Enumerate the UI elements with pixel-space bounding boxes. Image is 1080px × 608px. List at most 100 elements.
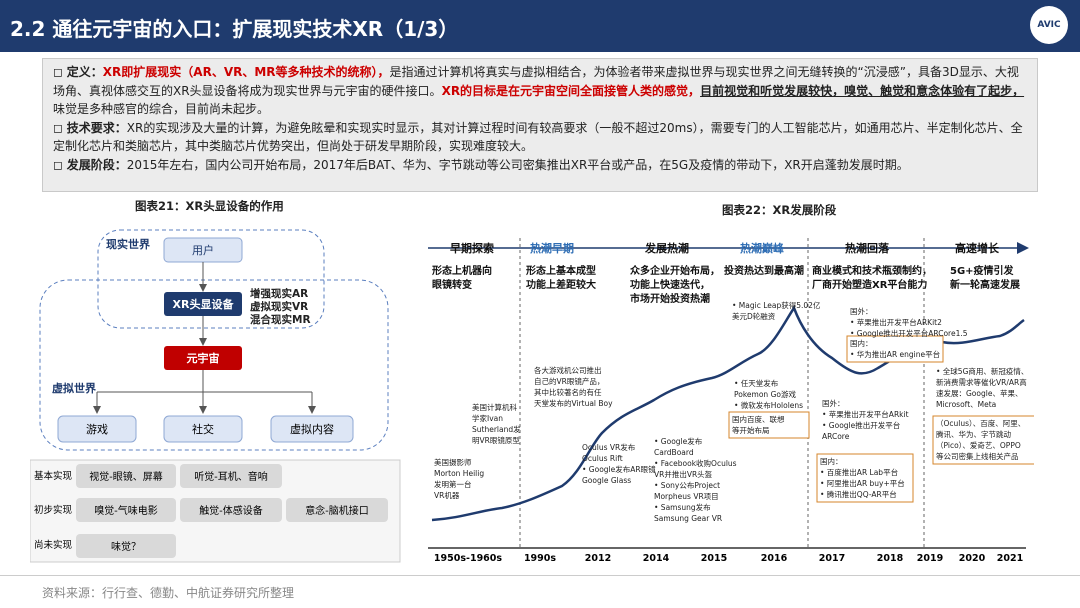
year-tick: 2015 — [701, 553, 727, 564]
timeline-note: 速发展：Google、苹果、 — [936, 388, 1022, 398]
timeline-note: 国内百度、联想 — [732, 414, 785, 424]
phase-desc: 市场开始投资热潮 — [630, 292, 710, 305]
timeline-note: 明VR眼镜原型 — [472, 435, 520, 445]
phase-desc: 形态上基本成型 — [526, 264, 596, 277]
left-chart-title: 图表21：XR头显设备的作用 — [135, 199, 284, 213]
year-tick: 2019 — [917, 553, 943, 564]
timeline-note: 等开始布局 — [732, 425, 770, 435]
enh-mr: 混合现实MR — [250, 313, 311, 326]
tech-paragraph: ◻ 技术要求：XR的实现涉及大量的计算，为避免眩晕和实现实时显示，其对计算过程时… — [53, 120, 1023, 154]
timeline-note: • 百度推出AR Lab平台 — [820, 467, 898, 477]
row-label-none: 尚未实现 — [34, 539, 73, 551]
timeline-note: 学家Ivan — [472, 413, 503, 423]
virtual-item-game: 游戏 — [86, 423, 108, 436]
timeline-note: VR机器 — [434, 490, 460, 500]
timeline-note: Pokemon Go游戏 — [734, 389, 796, 399]
timeline-note: 美国摄影师 — [434, 457, 472, 467]
footer-divider — [0, 575, 1080, 576]
definition-label: 定义： — [66, 65, 103, 79]
user-label: 用户 — [192, 243, 214, 257]
right-chart-title: 图表22：XR发展阶段 — [722, 203, 837, 217]
timeline-note: Microsoft、Meta — [936, 400, 996, 409]
timeline-note: Morpheus VR项目 — [654, 492, 719, 501]
phase-label: 发展热潮 — [644, 241, 689, 255]
timeline-note: • Google推出开发平台 — [822, 420, 900, 430]
timeline-note: 国内： — [820, 456, 843, 466]
virtual-item-social: 社交 — [192, 422, 214, 436]
virtual-world-label: 虚拟世界 — [52, 381, 96, 395]
timeline-note: 等公司密集上线相关产品 — [936, 451, 1019, 461]
initial-item-smell: 嗅觉-气味电影 — [94, 504, 158, 517]
timeline-note: • 任天堂发布 — [734, 378, 779, 388]
timeline-note: 各大游戏机公司推出 — [534, 365, 602, 375]
timeline-note: • 腾讯推出QQ-AR平台 — [820, 489, 897, 499]
phase-label: 热潮回落 — [845, 241, 890, 255]
timeline-note: • 阿里推出AR buy+平台 — [820, 478, 905, 488]
timeline-note: Sutherland发 — [472, 424, 521, 434]
phase-desc: 众多企业开始布局， — [630, 264, 720, 277]
row-label-initial: 初步实现 — [34, 504, 73, 516]
virtual-world-region — [39, 279, 389, 451]
timeline-note: • 微软发布Hololens — [734, 400, 803, 410]
year-tick: 2016 — [761, 553, 788, 564]
timeline-note: • 全球5G商用、新冠疫情、 — [936, 366, 1028, 376]
definition-red-1: XR即扩展现实（AR、VR、MR等多种技术的统称）， — [102, 65, 390, 79]
timeline-note: 自己的VR眼镜产品， — [534, 376, 604, 386]
timeline-note: 美元D轮融资 — [732, 311, 776, 321]
timeline-note: 国外： — [822, 398, 845, 408]
avic-logo-icon: AVIC — [1030, 6, 1068, 44]
timeline-note: 国外： — [850, 306, 873, 316]
note-box — [816, 453, 914, 503]
definition-red-2: XR的目标是在元宇宙空间全面接管人类的感觉， — [441, 83, 701, 98]
timeline-note: 新消费需求等催化VR/AR高 — [936, 377, 1027, 387]
year-tick: 2021 — [997, 553, 1023, 564]
timeline-note: Google Glass — [582, 476, 631, 485]
timeline-note: Morton Heilig — [434, 469, 484, 478]
timeline-note: • Magic Leap获得5.02亿 — [732, 300, 821, 310]
enh-vr: 虚拟现实VR — [250, 300, 308, 313]
timeline-note: 天堂发布的Virtual Boy — [534, 398, 613, 408]
timeline-note: • Google发布AR眼镜 — [582, 464, 656, 474]
timeline-note: 发明第一台 — [434, 479, 472, 489]
timeline-note: Oculus Rift — [582, 454, 623, 463]
timeline-note: VR并推出VR头盔 — [654, 469, 713, 479]
definition-paragraph: ◻ 定义：XR即扩展现实（AR、VR、MR等多种技术的统称），是指通过计算机将真… — [53, 65, 1025, 117]
phase-label: 早期探索 — [450, 241, 494, 255]
phase-desc: 商业模式和技术瓶颈制约， — [812, 264, 932, 277]
timeline-note: 国内： — [850, 338, 873, 348]
definition-underline: 目前视觉和听觉发展较快，嗅觉、触觉和意念体验有了起步， — [700, 83, 1025, 98]
year-tick: 1950s-1960s — [434, 553, 502, 564]
metaverse-node — [164, 346, 242, 370]
stage-paragraph: ◻ 发展阶段：2015年左右，国内公司开始布局，2017年后BAT、华为、字节跳… — [53, 157, 909, 172]
tech-text: XR的实现涉及大量的计算，为避免眩晕和实现实时显示，其对计算过程时间有较高要求（… — [53, 120, 1023, 154]
enh-ar: 增强现实AR — [250, 287, 308, 300]
xr-device-node — [164, 292, 242, 316]
xr-device-diagram: 现实世界 用户 XR头显设备 增强现实AR 虚拟现实VR 混合现实MR 元宇宙 … — [30, 229, 401, 563]
phase-desc: 功能上差距较大 — [526, 278, 596, 291]
note-box — [932, 415, 1034, 465]
timeline-note: CardBoard — [654, 448, 694, 457]
real-world-region — [97, 229, 325, 329]
page-title: 2.2 通往元宇宙的入口：扩展现实技术XR（1/3） — [10, 17, 459, 41]
initial-item-mind: 意念-脑机接口 — [305, 504, 369, 517]
phase-desc: 5G+疫情引发 — [950, 264, 1015, 277]
timeline-note: • Sony公布Project — [654, 480, 720, 490]
timeline-note: • 苹果推出开发平台ARKit2 — [850, 317, 942, 327]
basic-item-audio: 听觉-耳机、音响 — [194, 470, 268, 483]
timeline-note: ARCore — [822, 432, 850, 441]
year-tick: 2017 — [819, 553, 845, 564]
phase-desc: 厂商开始塑造XR平台能力 — [812, 278, 927, 291]
phase-label: 热潮巅峰 — [740, 241, 785, 255]
timeline-note: • Facebook收购Oculus — [654, 458, 737, 468]
year-tick: 2020 — [959, 553, 986, 564]
definition-text-1: 是指通过计算机将真实与虚拟相结合，为体验者带来虚拟世界与现实世界之间无缝转换的“… — [53, 65, 1019, 98]
definition-box: ◻ 定义：XR即扩展现实（AR、VR、MR等多种技术的统称），是指通过计算机将真… — [42, 58, 1038, 192]
phase-desc: 新一轮高速发展 — [950, 278, 1020, 291]
row-label-basic: 基本实现 — [34, 470, 73, 482]
tech-label: 技术要求： — [66, 120, 127, 135]
phase-label: 热潮早期 — [530, 241, 574, 255]
note-box — [728, 411, 810, 439]
timeline-note: • 苹果推出开发平台ARkit — [822, 409, 909, 419]
timeline-note: （Oculus）、百度、阿里、 — [936, 418, 1025, 428]
